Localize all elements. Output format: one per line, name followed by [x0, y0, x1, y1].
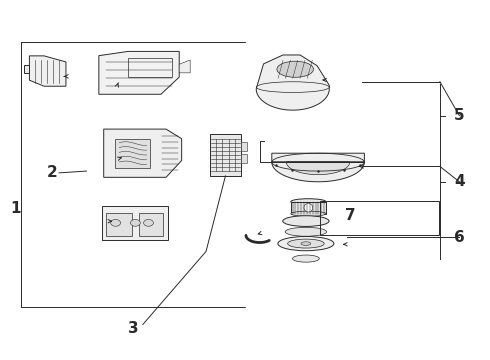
Polygon shape: [272, 153, 365, 182]
Polygon shape: [99, 51, 179, 94]
Ellipse shape: [277, 61, 314, 77]
Text: 4: 4: [454, 174, 465, 189]
Polygon shape: [104, 129, 182, 177]
Polygon shape: [106, 213, 132, 237]
Ellipse shape: [278, 237, 334, 251]
Text: 2: 2: [47, 165, 58, 180]
Polygon shape: [210, 134, 242, 176]
Ellipse shape: [291, 211, 326, 216]
Ellipse shape: [283, 216, 329, 226]
Bar: [242, 154, 247, 163]
Ellipse shape: [301, 242, 311, 246]
Ellipse shape: [144, 220, 153, 226]
Polygon shape: [29, 56, 66, 86]
Text: 1: 1: [11, 201, 21, 216]
Ellipse shape: [291, 199, 326, 205]
Polygon shape: [287, 162, 350, 175]
Text: 3: 3: [127, 321, 138, 337]
Ellipse shape: [293, 255, 319, 262]
Bar: [128, 58, 172, 77]
Ellipse shape: [130, 220, 140, 226]
Polygon shape: [256, 55, 329, 110]
Bar: [319, 202, 439, 235]
Polygon shape: [24, 65, 29, 73]
Text: 7: 7: [345, 208, 356, 223]
Polygon shape: [291, 202, 326, 214]
Bar: [242, 142, 247, 151]
Ellipse shape: [285, 227, 327, 236]
Polygon shape: [179, 60, 190, 73]
Polygon shape: [102, 206, 168, 240]
Ellipse shape: [111, 220, 121, 226]
Ellipse shape: [304, 203, 313, 212]
Text: 5: 5: [454, 108, 465, 123]
Polygon shape: [139, 213, 163, 237]
Ellipse shape: [288, 239, 324, 248]
Text: 6: 6: [454, 230, 465, 245]
Polygon shape: [116, 139, 150, 168]
